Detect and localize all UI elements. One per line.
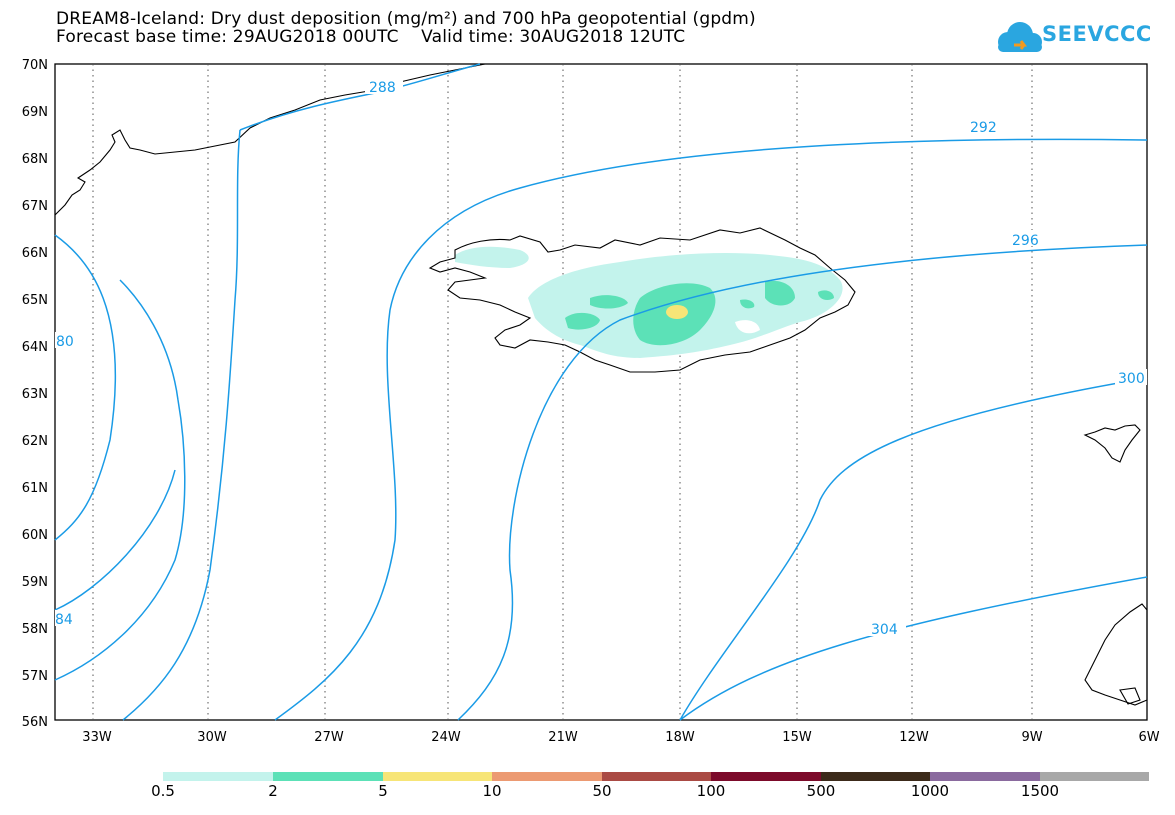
svg-text:61N: 61N (22, 481, 48, 496)
logo-text: SEEVCCC (1042, 22, 1152, 46)
contour-label-300: 300 (1118, 371, 1145, 387)
svg-text:21W: 21W (548, 730, 578, 745)
dust-deposition-shading (455, 246, 843, 358)
contour-label-292: 292 (970, 120, 997, 136)
coastlines (54, 63, 1148, 706)
colorbar (163, 772, 1149, 781)
svg-text:65N: 65N (22, 293, 48, 308)
longitude-labels: 33W 30W 27W 24W 21W 18W 15W 12W 9W 6W (82, 730, 1159, 745)
colorbar-label: 100 (696, 782, 726, 800)
svg-text:59N: 59N (22, 575, 48, 590)
colorbar-label: 0.5 (151, 782, 175, 800)
map-title-line2: Forecast base time: 29AUG2018 00UTC Vali… (56, 27, 686, 47)
svg-text:69N: 69N (22, 105, 48, 120)
colorbar-label: 2 (268, 782, 278, 800)
svg-text:15W: 15W (782, 730, 812, 745)
svg-text:60N: 60N (22, 528, 48, 543)
svg-text:68N: 68N (22, 152, 48, 167)
latitude-labels: 70N 69N 68N 67N 66N 65N 64N 63N 62N 61N … (22, 58, 48, 730)
colorbar-label: 500 (806, 782, 836, 800)
contour-label-288: 288 (369, 80, 396, 96)
svg-text:67N: 67N (22, 199, 48, 214)
svg-text:27W: 27W (314, 730, 344, 745)
map-frame (54, 63, 1148, 721)
svg-text:33W: 33W (82, 730, 112, 745)
svg-text:56N: 56N (22, 715, 48, 730)
contour-labels: 288 292 296 300 304 80 84 (55, 78, 1147, 638)
contour-label-304: 304 (871, 622, 898, 638)
svg-text:66N: 66N (22, 246, 48, 261)
svg-text:62N: 62N (22, 434, 48, 449)
colorbar-label: 10 (482, 782, 502, 800)
cloud-icon (998, 22, 1042, 52)
colorbar-label: 5 (378, 782, 388, 800)
svg-text:64N: 64N (22, 340, 48, 355)
svg-text:24W: 24W (431, 730, 461, 745)
contour-label-80: 80 (56, 334, 74, 350)
contour-label-84: 84 (55, 612, 73, 628)
colorbar-label: 1500 (1020, 782, 1060, 800)
svg-text:70N: 70N (22, 58, 48, 73)
svg-text:18W: 18W (665, 730, 695, 745)
geopotential-contours (54, 63, 1148, 721)
svg-text:9W: 9W (1021, 730, 1042, 745)
svg-text:63N: 63N (22, 387, 48, 402)
colorbar-label: 50 (592, 782, 612, 800)
svg-text:57N: 57N (22, 669, 48, 684)
svg-text:30W: 30W (197, 730, 227, 745)
map-title-line1: DREAM8-Iceland: Dry dust deposition (mg/… (56, 9, 756, 29)
contour-label-296: 296 (1012, 233, 1039, 249)
svg-text:58N: 58N (22, 622, 48, 637)
colorbar-label: 1000 (910, 782, 950, 800)
svg-text:12W: 12W (899, 730, 929, 745)
svg-text:6W: 6W (1138, 730, 1159, 745)
